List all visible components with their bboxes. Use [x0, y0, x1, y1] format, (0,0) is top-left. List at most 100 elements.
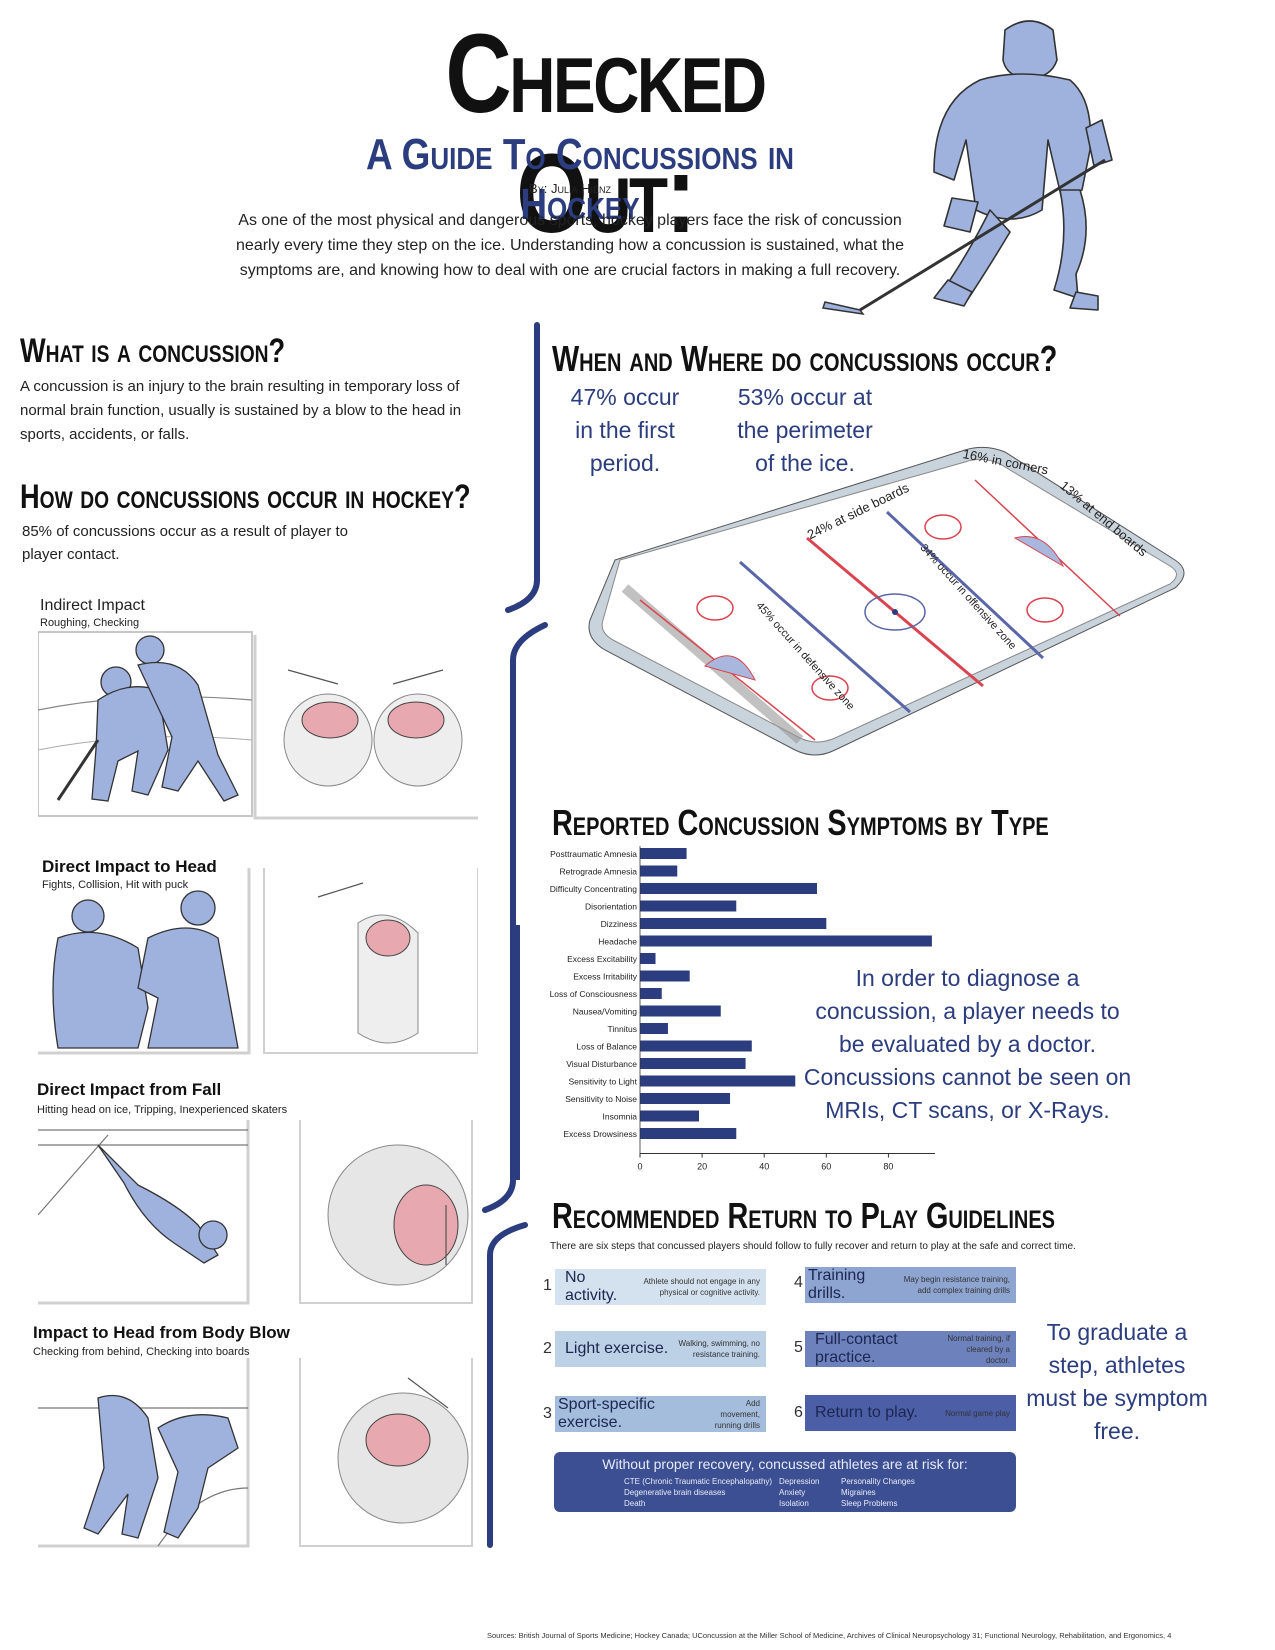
- risk-item: Death: [624, 1499, 646, 1508]
- guidelines-heading: Recommended Return to Play Guidelines: [552, 1195, 1056, 1236]
- risk-col-2: Depression Anxiety Isolation: [779, 1476, 819, 1509]
- impact-title: Direct Impact from Fall: [37, 1080, 222, 1099]
- category-label: Visual Disturbance: [566, 1059, 637, 1069]
- category-label: Loss of Balance: [577, 1042, 638, 1052]
- step-note: Athlete should not engage in any physica…: [643, 1277, 760, 1297]
- risk-item: CTE (Chronic Traumatic Encephalopathy): [624, 1477, 773, 1486]
- section-divider: [482, 322, 548, 1548]
- step-label: Sport-specific exercise.: [558, 1396, 655, 1431]
- indirect-impact-illustration: [38, 631, 478, 820]
- bar: [640, 1128, 737, 1139]
- bar: [640, 900, 737, 912]
- category-label: Tinnitus: [608, 1024, 637, 1034]
- step-label: No activity.: [565, 1269, 618, 1304]
- step-box: No activity. Athlete should not engage i…: [555, 1269, 766, 1305]
- impact-title: Direct Impact to Head: [42, 857, 217, 876]
- risk-item: Depression: [779, 1477, 820, 1486]
- category-label: Difficulty Concentrating: [550, 884, 638, 894]
- chart-title: Reported Concussion Symptoms by Type: [552, 802, 1049, 843]
- bar: [640, 1093, 731, 1104]
- step-box: Training drills. May begin resistance tr…: [805, 1267, 1016, 1303]
- x-tick-label: 20: [697, 1162, 707, 1172]
- x-tick-label: 0: [637, 1162, 642, 1172]
- step-note: Walking, swimming, no resistance trainin…: [678, 1339, 760, 1359]
- impact-subtitle: Fights, Collision, Hit with puck: [42, 879, 189, 891]
- impact-title: Indirect Impact: [40, 597, 145, 614]
- category-label: Disorientation: [585, 902, 637, 912]
- step-number: 5: [794, 1339, 803, 1356]
- risk-col-3: Personality Changes Migraines Sleep Prob…: [841, 1476, 915, 1509]
- category-label: Sensitivity to Light: [568, 1077, 637, 1087]
- step-label: Light exercise.: [565, 1340, 669, 1357]
- category-label: Headache: [598, 937, 637, 947]
- what-body: A concussion is an injury to the brain r…: [20, 378, 462, 443]
- step-box: Full-contact practice. Normal training, …: [805, 1331, 1016, 1367]
- category-label: Loss of Consciousness: [550, 989, 637, 999]
- when-heading: When and Where do concussions occur?: [552, 338, 1058, 379]
- bar: [640, 918, 827, 929]
- bar: [640, 1058, 746, 1069]
- guidelines-intro: There are six steps that concussed playe…: [550, 1241, 1076, 1252]
- bar: [640, 988, 662, 999]
- risk-box: Without proper recovery, concussed athle…: [554, 1452, 1016, 1512]
- byline: By: Julia Hienz: [529, 181, 611, 196]
- category-label: Dizziness: [601, 919, 637, 929]
- category-label: Excess Drowsiness: [563, 1129, 637, 1139]
- stat-perimeter: 53% occur at the perimeter of the ice.: [737, 384, 873, 476]
- category-label: Sensitivity to Noise: [565, 1094, 637, 1104]
- bar: [640, 1075, 796, 1087]
- stat-first-period: 47% occur in the first period.: [570, 384, 680, 476]
- risk-item: Degenerative brain diseases: [624, 1488, 726, 1497]
- impact-title: Impact to Head from Body Blow: [33, 1323, 290, 1342]
- category-label: Excess Irritability: [573, 972, 638, 982]
- bar: [640, 935, 932, 947]
- bar: [640, 1005, 721, 1017]
- impact-subtitle: Hitting head on ice, Tripping, Inexperie…: [37, 1104, 288, 1116]
- symptom-bar-chart: Posttraumatic Amnesia Retrograde Amnesia D…: [550, 846, 935, 1172]
- x-tick-label: 40: [759, 1162, 769, 1172]
- step-number: 2: [543, 1340, 552, 1357]
- x-tick-label: 60: [821, 1162, 831, 1172]
- step-note: Normal training, if cleared by a doctor.: [947, 1333, 1010, 1365]
- category-label: Retrograde Amnesia: [560, 867, 638, 877]
- risk-col-1: CTE (Chronic Traumatic Encephalopathy) D…: [624, 1476, 772, 1509]
- category-label: Nausea/Vomiting: [573, 1007, 638, 1017]
- step-note: Add movement, running drills: [714, 1398, 760, 1430]
- risk-item: Isolation: [779, 1499, 809, 1508]
- risk-item: Migraines: [841, 1488, 876, 1497]
- risk-item: Personality Changes: [841, 1477, 915, 1486]
- bar: [640, 953, 656, 964]
- bar: [640, 848, 687, 859]
- direct-head-impact-illustration: [38, 868, 478, 1055]
- rink-diagram: [588, 446, 1185, 756]
- diagnose-note: In order to diagnose a concussion, a pla…: [803, 965, 1132, 1123]
- how-body: 85% of concussions occur as a result of …: [22, 523, 349, 563]
- bar: [640, 970, 690, 982]
- step-label: Return to play.: [815, 1404, 918, 1421]
- bar: [640, 883, 817, 894]
- page-subtitle: A Guide To Concussions in Hockey: [365, 130, 794, 229]
- bar: [640, 1040, 752, 1052]
- step-note: May begin resistance training, add compl…: [903, 1275, 1010, 1295]
- step-label: Full-contact practice.: [815, 1331, 898, 1366]
- what-heading: What is a concussion?: [20, 332, 286, 370]
- bar: [640, 1110, 699, 1122]
- how-heading: How do concussions occur in hockey?: [20, 478, 471, 516]
- x-tick-label: 80: [883, 1162, 893, 1172]
- step-number: 4: [794, 1274, 803, 1291]
- page-title: Checked Out:: [445, 11, 767, 256]
- bar: [640, 865, 678, 877]
- category-label: Posttraumatic Amnesia: [550, 849, 637, 859]
- sources: Sources: British Journal of Sports Medic…: [487, 1631, 1172, 1640]
- graduate-note: To graduate a step, athletes must be sym…: [1026, 1319, 1208, 1444]
- risk-item: Anxiety: [779, 1488, 806, 1497]
- step-number: 3: [543, 1405, 552, 1422]
- step-box: Return to play. Normal game play: [805, 1395, 1016, 1431]
- step-box: Light exercise. Walking, swimming, no re…: [555, 1331, 766, 1367]
- step-number: 1: [543, 1277, 552, 1294]
- category-label: Excess Excitability: [567, 954, 638, 964]
- risk-item: Sleep Problems: [841, 1499, 898, 1508]
- bar: [640, 1023, 668, 1034]
- impact-subtitle: Roughing, Checking: [40, 617, 140, 629]
- step-note: Normal game play: [945, 1408, 1010, 1418]
